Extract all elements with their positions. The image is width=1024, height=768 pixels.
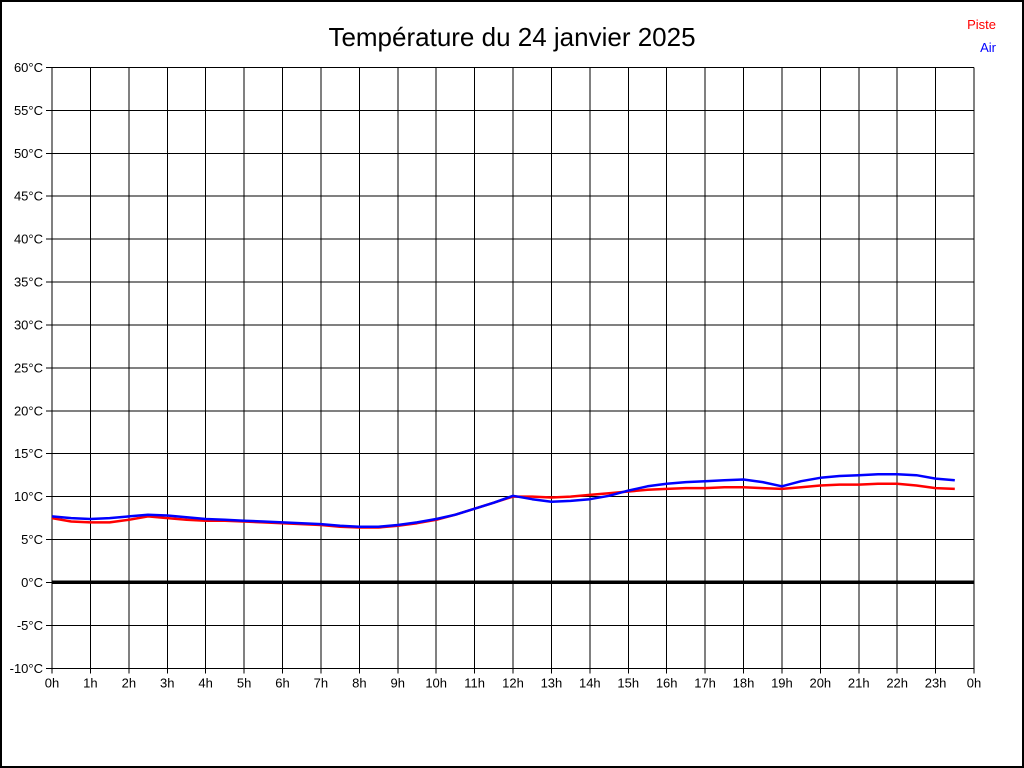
svg-text:1h: 1h (83, 675, 97, 690)
svg-text:55°C: 55°C (14, 103, 43, 118)
grid (46, 67, 975, 674)
svg-text:18h: 18h (733, 675, 755, 690)
svg-text:10°C: 10°C (14, 489, 43, 504)
svg-text:2h: 2h (122, 675, 136, 690)
svg-text:15h: 15h (617, 675, 639, 690)
svg-text:19h: 19h (771, 675, 793, 690)
x-axis-labels: 0h 1h 2h 3h 4h 5h 6h 7h 8h 9h 10h 11h 12h 13h 14h 15h 16… (45, 675, 981, 690)
svg-text:20h: 20h (809, 675, 831, 690)
svg-text:22h: 22h (886, 675, 908, 690)
legend-item-air: Air (980, 40, 996, 55)
chart-title: Température du 24 janvier 2025 (328, 22, 696, 52)
series-air (51, 473, 955, 528)
svg-text:8h: 8h (352, 675, 366, 690)
svg-text:3h: 3h (160, 675, 174, 690)
svg-text:50°C: 50°C (14, 146, 43, 161)
svg-text:6h: 6h (275, 675, 289, 690)
legend-item-piste: Piste (967, 17, 996, 32)
svg-text:16h: 16h (656, 675, 678, 690)
svg-text:5h: 5h (237, 675, 251, 690)
y-axis-labels: 60°C 55°C 50°C 45°C 40°C 35°C 30°C 25°C 20°C 15°C… (10, 60, 43, 676)
svg-text:14h: 14h (579, 675, 601, 690)
svg-text:20°C: 20°C (14, 403, 43, 418)
svg-text:10h: 10h (425, 675, 447, 690)
svg-text:35°C: 35°C (14, 275, 43, 290)
svg-text:0°C: 0°C (21, 575, 43, 590)
svg-text:0h: 0h (967, 675, 981, 690)
svg-text:30°C: 30°C (14, 317, 43, 332)
svg-text:-10°C: -10°C (10, 661, 43, 676)
svg-text:7h: 7h (314, 675, 328, 690)
svg-text:25°C: 25°C (14, 360, 43, 375)
svg-text:-5°C: -5°C (17, 618, 43, 633)
svg-text:12h: 12h (502, 675, 524, 690)
svg-text:17h: 17h (694, 675, 716, 690)
svg-text:5°C: 5°C (21, 532, 43, 547)
svg-text:13h: 13h (541, 675, 563, 690)
svg-text:45°C: 45°C (14, 189, 43, 204)
svg-text:60°C: 60°C (14, 60, 43, 75)
svg-text:0h: 0h (45, 675, 59, 690)
svg-text:9h: 9h (391, 675, 405, 690)
series-piste (51, 482, 955, 529)
svg-text:40°C: 40°C (14, 232, 43, 247)
svg-text:21h: 21h (848, 675, 870, 690)
svg-text:15°C: 15°C (14, 446, 43, 461)
svg-text:11h: 11h (464, 675, 485, 690)
svg-text:4h: 4h (198, 675, 212, 690)
legend: Piste Air (967, 13, 996, 59)
svg-text:23h: 23h (925, 675, 947, 690)
